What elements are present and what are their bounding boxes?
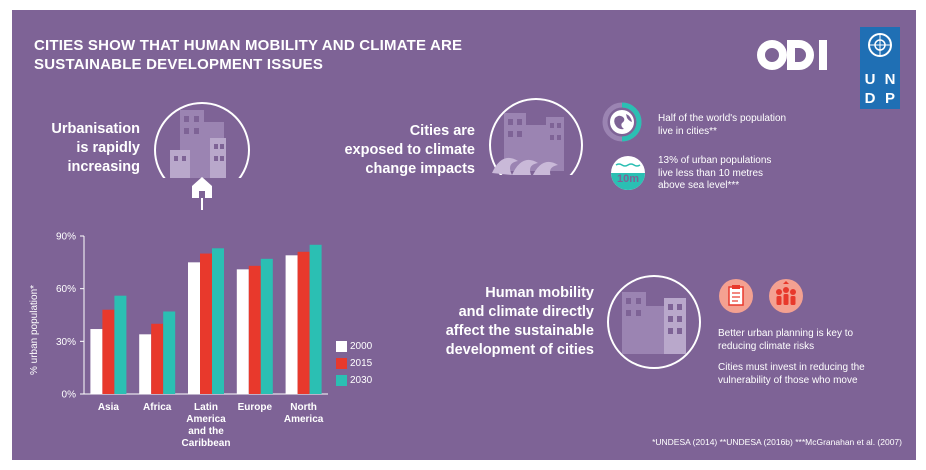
category-label: Africa bbox=[143, 402, 172, 413]
undp-letter-d: D bbox=[864, 90, 876, 107]
bar-2030 bbox=[114, 295, 127, 394]
y-tick-label: 60% bbox=[56, 284, 76, 295]
bar-2030 bbox=[163, 311, 176, 394]
undp-letter-p: P bbox=[884, 90, 895, 107]
globe-icon bbox=[602, 102, 642, 142]
city-skyline-icon bbox=[152, 102, 252, 210]
bar-2015 bbox=[151, 323, 164, 394]
bar-2015 bbox=[297, 251, 310, 394]
legend-swatch bbox=[336, 358, 347, 369]
category-label: Europe bbox=[238, 402, 273, 413]
bar-2015 bbox=[102, 309, 115, 394]
investment-point: Cities must invest in reducing the vulne… bbox=[718, 362, 865, 386]
bar-2030 bbox=[309, 244, 322, 394]
city-buildings-icon bbox=[607, 275, 701, 369]
exposure-heading: Cities are exposed to climate change imp… bbox=[344, 123, 475, 177]
footnote: *UNDESA (2014) **UNDESA (2016b) ***McGra… bbox=[652, 437, 902, 447]
sea-level-stat: 13% of urban populations live less than … bbox=[658, 155, 772, 191]
infographic-canvas: CITIES SHOW THAT HUMAN MOBILITY AND CLIM… bbox=[12, 10, 916, 460]
page-title: CITIES SHOW THAT HUMAN MOBILITY AND CLIM… bbox=[34, 37, 463, 73]
people-moving-icon bbox=[769, 279, 803, 313]
y-axis-label: % urban population* bbox=[29, 285, 40, 375]
sea-level-badge: 10m bbox=[611, 156, 645, 190]
planning-point: Better urban planning is key to reducing… bbox=[718, 328, 854, 352]
bar-2000 bbox=[236, 269, 249, 394]
chart-bars bbox=[90, 244, 322, 394]
un-emblem-icon bbox=[868, 33, 892, 57]
bar-2015 bbox=[248, 265, 261, 394]
y-tick-label: 90% bbox=[56, 232, 76, 243]
bar-2030 bbox=[212, 248, 224, 394]
category-label: Caribbean bbox=[182, 438, 231, 449]
population-stat: Half of the world's population live in c… bbox=[658, 113, 787, 137]
category-label: Asia bbox=[98, 402, 120, 413]
bar-2030 bbox=[260, 258, 273, 394]
population-share-arc bbox=[621, 102, 642, 142]
category-label: America bbox=[284, 414, 324, 425]
mobility-heading: Human mobility and climate directly affe… bbox=[445, 285, 594, 358]
category-label: and the bbox=[188, 426, 224, 437]
undp-logo: U N D P bbox=[860, 27, 900, 109]
bar-2000 bbox=[188, 262, 200, 394]
planning-clipboard-icon bbox=[719, 279, 753, 313]
undp-letter-n: N bbox=[884, 71, 896, 88]
flooded-city-icon bbox=[489, 98, 584, 195]
odi-logo bbox=[757, 40, 827, 70]
badge-label: 10m bbox=[617, 173, 639, 185]
y-tick-label: 30% bbox=[56, 337, 76, 348]
y-tick-label: 0% bbox=[62, 390, 77, 401]
bar-2015 bbox=[200, 253, 212, 394]
bar-2000 bbox=[285, 255, 298, 394]
category-label: America bbox=[186, 414, 226, 425]
legend-swatch bbox=[336, 375, 347, 386]
legend-swatch bbox=[336, 341, 347, 352]
undp-letter-u: U bbox=[864, 71, 876, 88]
category-label: North bbox=[290, 402, 317, 413]
bar-2000 bbox=[139, 334, 152, 394]
urbanisation-heading: Urbanisation is rapidly increasing bbox=[51, 121, 140, 175]
bar-2000 bbox=[90, 329, 103, 394]
category-label: Latin bbox=[194, 402, 218, 413]
